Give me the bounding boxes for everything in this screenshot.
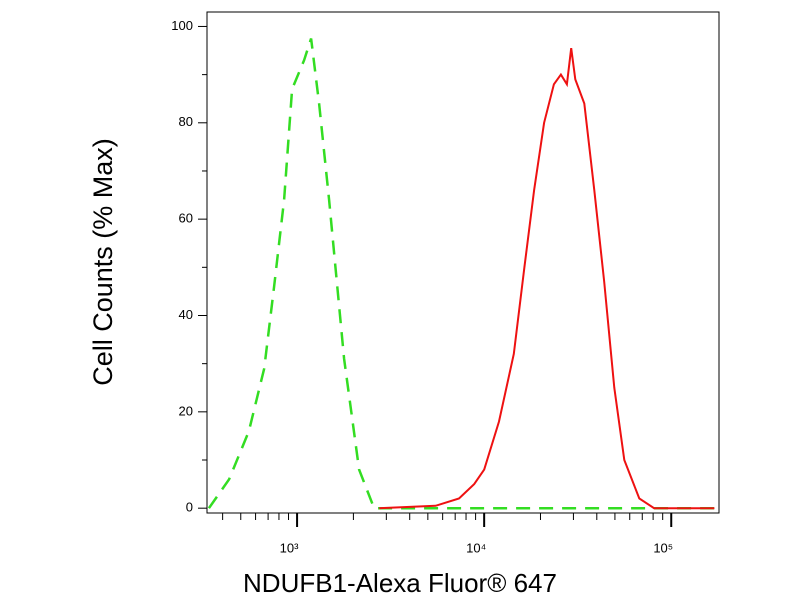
y-tick-label: 0 [186, 500, 193, 515]
plot-frame [206, 11, 720, 514]
y-tick-label: 80 [179, 114, 193, 129]
y-tick-label: 20 [179, 403, 193, 418]
series-line [207, 38, 715, 510]
series-line [379, 47, 715, 510]
y-tick-label: 100 [171, 18, 193, 33]
x-tick-label: 10⁴ [466, 540, 486, 555]
x-tick-label: 10³ [280, 540, 299, 555]
y-tick-label: 60 [179, 211, 193, 226]
x-axis-label: NDUFB1-Alexa Fluor® 647 [243, 568, 557, 598]
y-axis-label: Cell Counts (% Max) [88, 138, 118, 386]
y-tick-label: 40 [179, 307, 193, 322]
x-tick-label: 10⁵ [653, 540, 673, 555]
